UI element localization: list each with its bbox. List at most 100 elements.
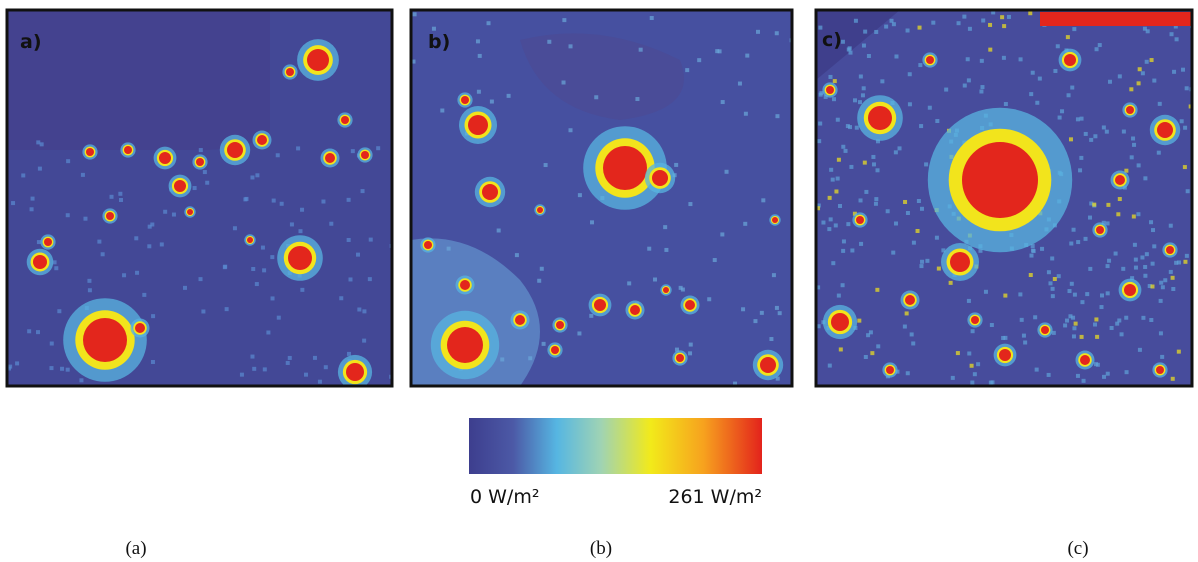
map-texture (904, 311, 909, 316)
map-texture (594, 95, 599, 100)
map-texture (486, 21, 491, 26)
map-texture (971, 316, 979, 324)
map-texture (1149, 318, 1154, 323)
map-texture (1168, 269, 1173, 274)
map-texture (895, 369, 900, 374)
map-texture (1019, 317, 1024, 322)
map-texture (300, 207, 305, 212)
map-texture (551, 346, 559, 354)
map-texture (873, 201, 878, 206)
map-texture (1152, 244, 1157, 249)
map-texture (1018, 57, 1023, 62)
map-texture (244, 196, 249, 201)
map-texture (603, 146, 647, 190)
map-texture (771, 273, 776, 278)
map-texture (688, 342, 693, 347)
map-texture (412, 12, 417, 17)
map-texture (1144, 252, 1149, 257)
colorbar-max-label: 261 W/m² (668, 486, 762, 508)
map-texture (830, 177, 835, 182)
map-texture (1124, 315, 1129, 320)
map-texture (827, 195, 832, 200)
map-texture (1124, 168, 1129, 173)
map-texture (720, 232, 725, 237)
map-texture (868, 106, 892, 130)
map-texture (1136, 163, 1141, 168)
map-texture (886, 366, 894, 374)
map-c (816, 10, 1192, 386)
map-texture (27, 329, 32, 334)
map-texture (1072, 292, 1077, 297)
map-texture (346, 363, 364, 381)
map-texture (1094, 47, 1099, 52)
map-texture (979, 58, 984, 63)
map-texture (496, 228, 501, 233)
map-texture (1184, 253, 1189, 258)
map-texture (356, 252, 361, 257)
map-texture (321, 199, 326, 204)
map-texture (1041, 326, 1049, 334)
map-texture (1117, 74, 1122, 79)
map-texture (1106, 202, 1111, 207)
map-texture (821, 220, 826, 225)
map-texture (1083, 236, 1088, 241)
map-texture (944, 87, 949, 92)
map-texture (1063, 323, 1068, 328)
map-texture (868, 330, 873, 335)
map-texture (950, 252, 970, 272)
map-texture (341, 116, 349, 124)
map-texture (539, 266, 544, 271)
map-texture (905, 295, 915, 305)
map-texture (885, 209, 890, 214)
map-texture (1174, 260, 1179, 265)
map-texture (1029, 92, 1034, 97)
map-texture (697, 58, 702, 63)
map-texture (174, 180, 186, 192)
map-texture (880, 79, 885, 84)
map-texture (1088, 266, 1093, 271)
map-texture (1137, 67, 1142, 72)
map-texture (1071, 227, 1076, 232)
map-texture (838, 203, 843, 208)
map-texture (909, 332, 914, 337)
map-texture (831, 261, 836, 266)
map-texture (1065, 318, 1070, 323)
map-texture (1093, 322, 1098, 327)
map-texture (962, 83, 967, 88)
map-texture (1040, 246, 1045, 251)
map-texture (685, 300, 695, 310)
map-texture (1099, 305, 1104, 310)
map-texture (118, 191, 123, 196)
map-texture (653, 277, 658, 282)
panel-border (409, 8, 794, 388)
map-texture (827, 227, 832, 232)
map-texture (970, 380, 975, 385)
map-texture (1143, 273, 1148, 278)
map-texture (461, 96, 469, 104)
map-texture (737, 81, 742, 86)
map-texture (279, 201, 284, 206)
map-texture (21, 173, 26, 178)
map-texture (1028, 272, 1033, 277)
map-texture (1083, 131, 1088, 136)
map-texture (1064, 54, 1076, 66)
map-texture (270, 296, 275, 301)
map-texture (1158, 331, 1163, 336)
panel-border (5, 8, 394, 388)
map-texture (1001, 335, 1006, 340)
map-texture (1030, 70, 1035, 75)
map-texture (828, 74, 833, 79)
map-texture (1046, 372, 1051, 377)
map-texture (676, 354, 684, 362)
map-texture (858, 198, 863, 203)
map-texture (8, 364, 13, 369)
map-texture (1052, 276, 1057, 281)
map-texture (475, 39, 480, 44)
map-texture (15, 361, 20, 366)
map-texture (1105, 264, 1110, 269)
map-texture (346, 237, 351, 242)
map-texture (871, 162, 876, 167)
caption: (b) (590, 538, 612, 559)
map-texture (856, 216, 864, 224)
map-texture (447, 327, 483, 363)
